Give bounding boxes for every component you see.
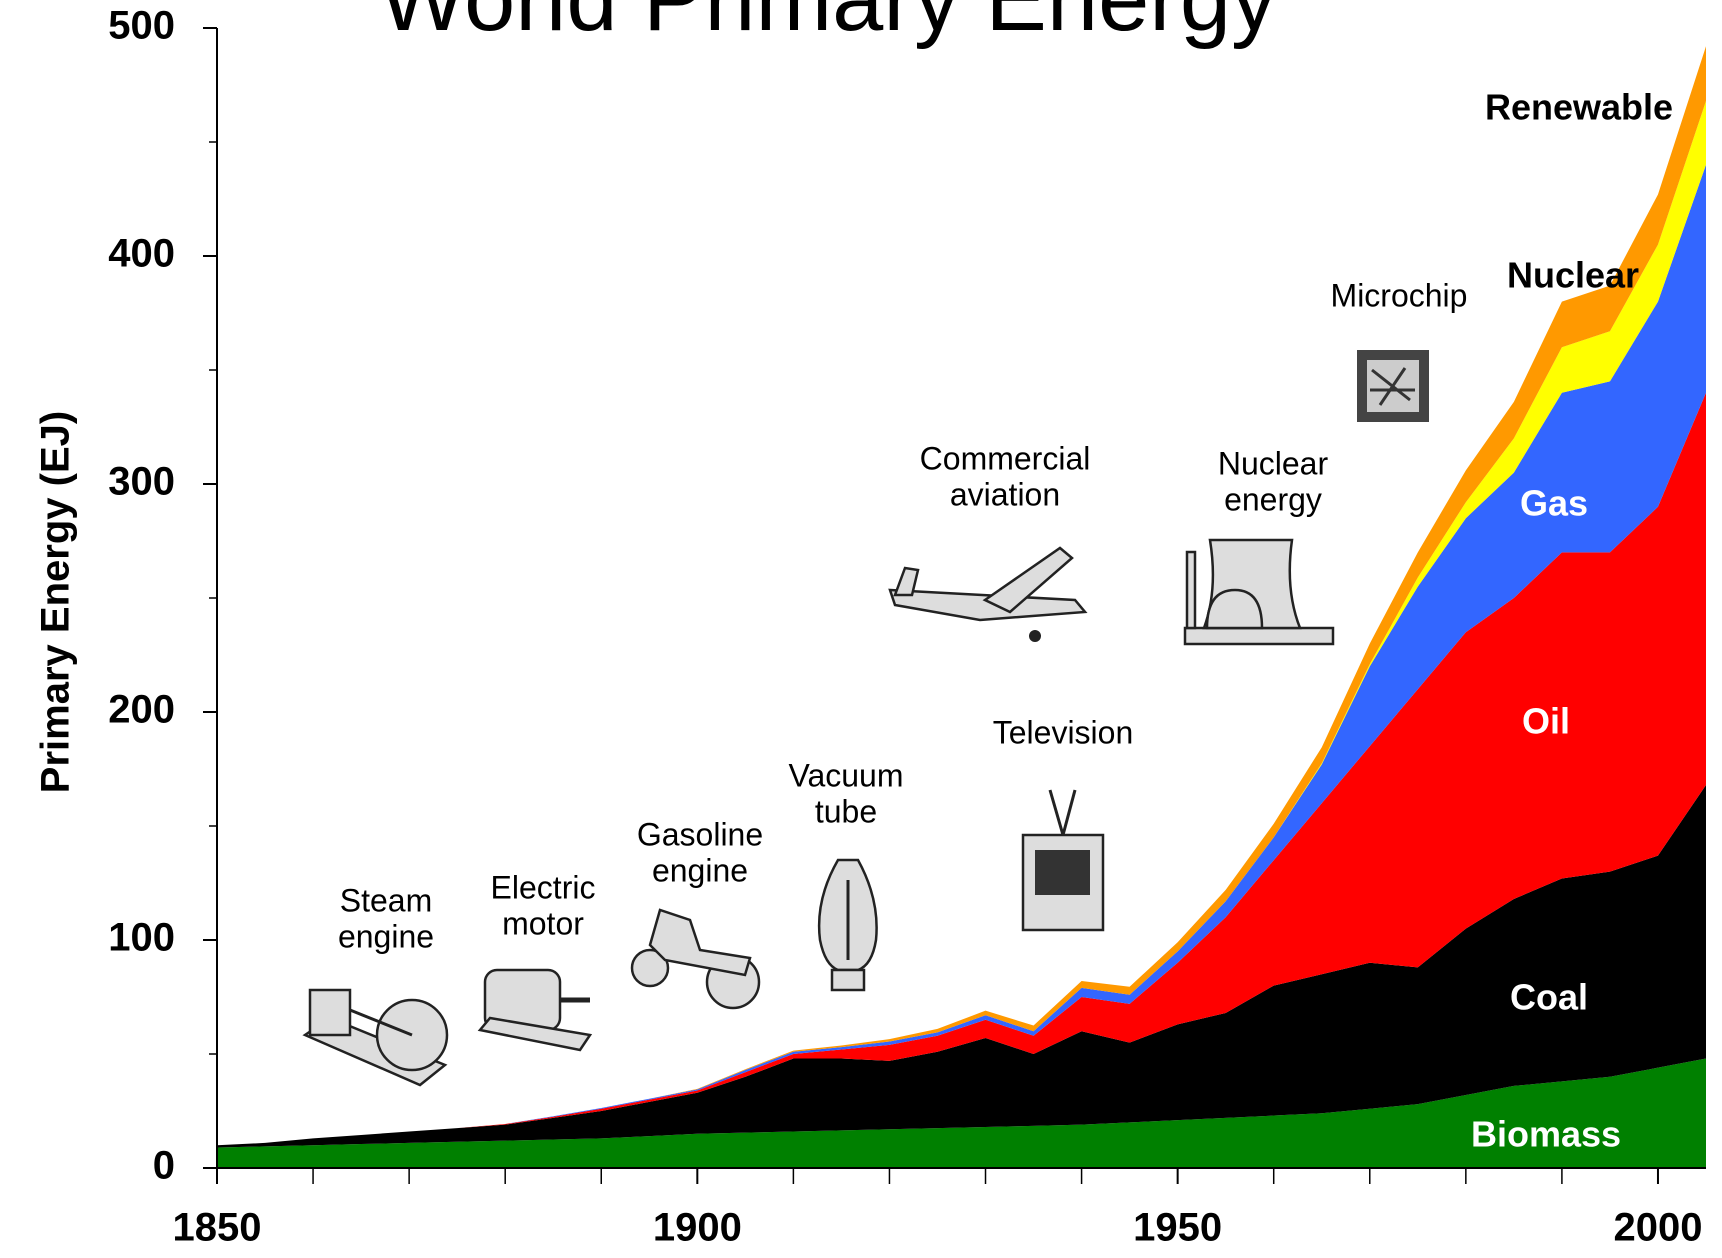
y-tick-label: 100 [108,916,175,960]
icon-steam-engine [305,990,447,1085]
annotation: Commercial [920,440,1091,476]
annotation: Television [993,714,1134,750]
icon-microchip [1357,350,1429,422]
annotation: motor [502,905,584,941]
icon-electric-motor [480,970,590,1050]
page: {"chart_data": { "type": "stacked_area",… [0,0,1722,1258]
series-label: Oil [1522,701,1570,742]
y-tick-label: 200 [108,688,175,732]
series-label: Renewable [1485,87,1673,128]
annotation: Steam [340,882,432,918]
chart: World Primary Energy Primary Energy (EJ) [0,0,1722,1258]
annotation: engine [652,852,748,888]
annotation: Microchip [1331,277,1468,313]
x-tick-label: 1950 [1133,1206,1222,1250]
y-axis-label: Primary Energy (EJ) [34,411,78,793]
annotation: tube [815,793,877,829]
annotation: Nuclear [1218,445,1329,481]
x-tick-label: 1850 [173,1206,262,1250]
y-tick-label: 400 [108,232,175,276]
series-label: Coal [1510,977,1588,1018]
annotation: energy [1224,481,1322,517]
chart-title: World Primary Energy [379,0,1277,50]
y-tick-label: 300 [108,460,175,504]
annotation: Electric [491,869,596,905]
annotation: Gasoline [637,816,763,852]
series-label: Nuclear [1507,255,1639,296]
icon-television [1023,790,1103,930]
icon-vacuum-tube [819,860,877,990]
annotation: aviation [950,476,1060,512]
y-tick-label: 500 [108,4,175,48]
x-tick-label: 2000 [1613,1206,1702,1250]
y-tick-label: 0 [153,1144,175,1188]
series-label: Gas [1520,483,1588,524]
icon-nuclear-plant [1185,540,1333,644]
annotation: Vacuum [788,757,903,793]
series-label: Biomass [1471,1114,1621,1155]
annotation: engine [338,918,434,954]
icon-airplane [890,548,1085,642]
icon-car [632,910,759,1008]
x-tick-label: 1900 [653,1206,742,1250]
